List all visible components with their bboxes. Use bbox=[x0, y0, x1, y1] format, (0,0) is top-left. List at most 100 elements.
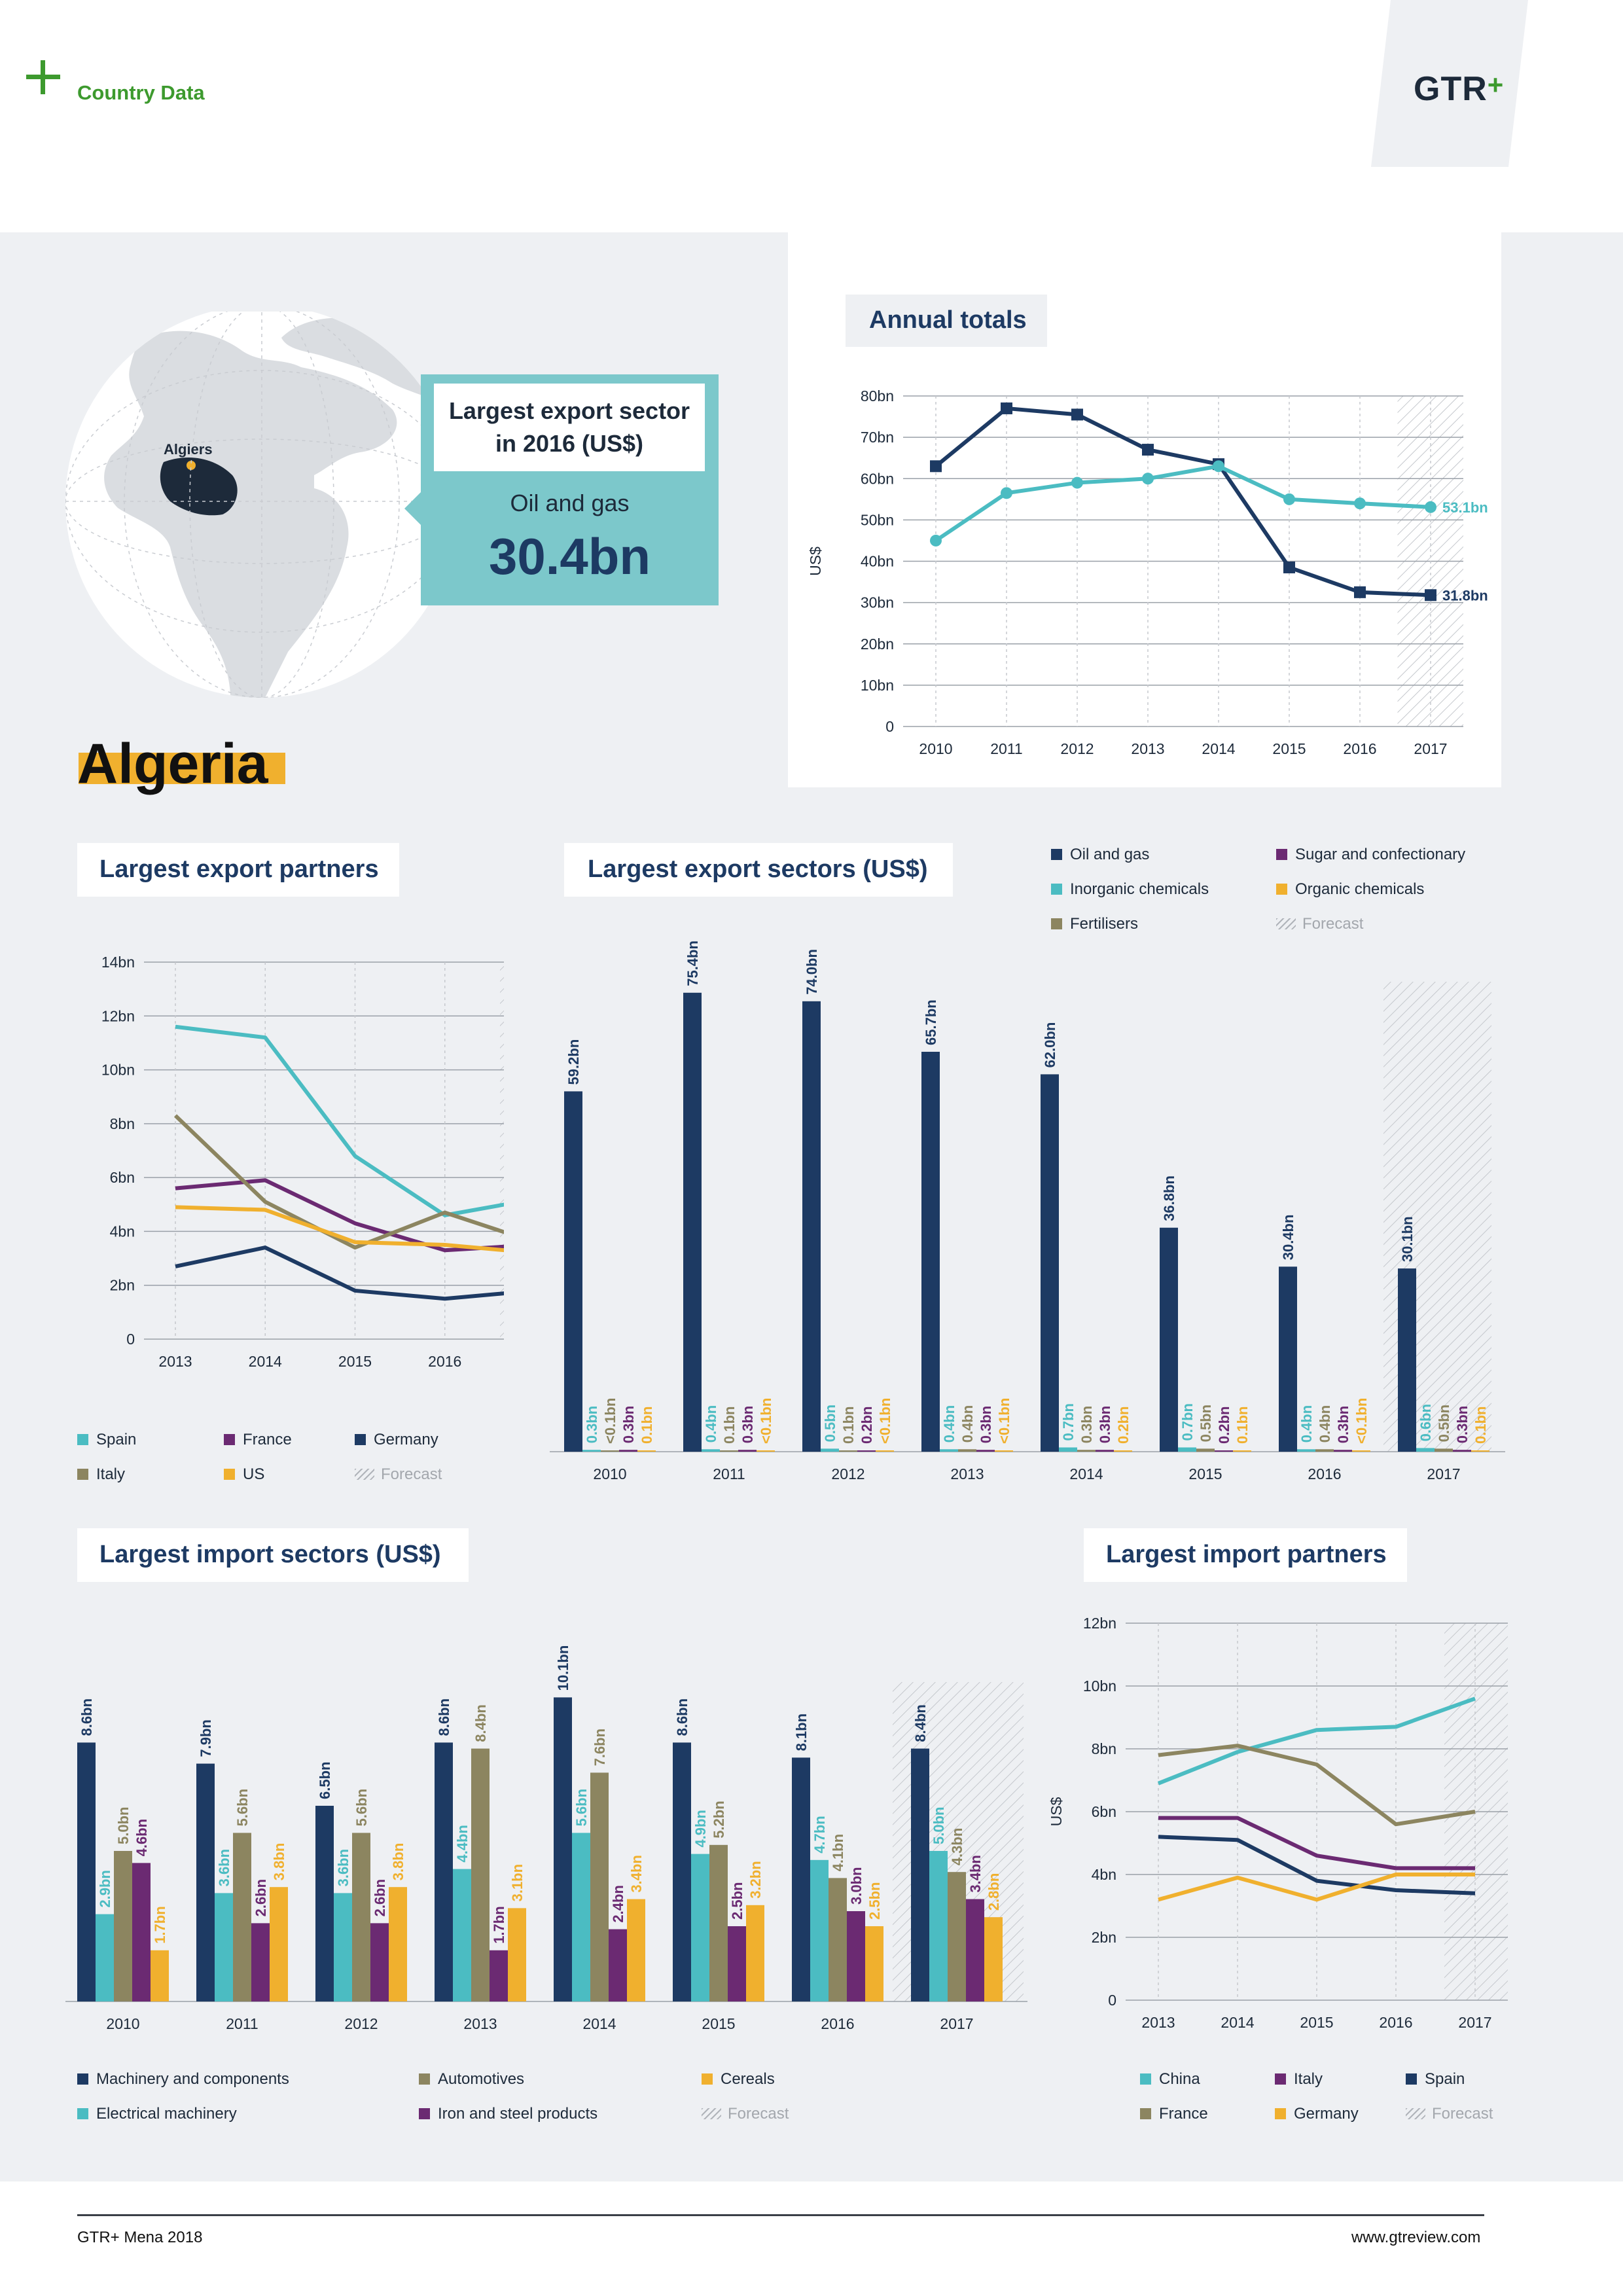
bar bbox=[1453, 1450, 1471, 1452]
footer-website-link[interactable]: www.gtreview.com bbox=[1351, 2229, 1481, 2246]
legend-label: Spain bbox=[1425, 2070, 1465, 2088]
legend-label: China bbox=[1159, 2070, 1200, 2088]
bar-value-label: 0.1bn bbox=[1234, 1407, 1251, 1444]
legend-item-france: France bbox=[1140, 2105, 1208, 2123]
x-tick-label: 2010 bbox=[919, 740, 952, 757]
bar bbox=[582, 1450, 601, 1452]
y-tick-label: 50bn bbox=[861, 511, 894, 528]
bar-value-label: 4.1bn bbox=[830, 1834, 846, 1871]
data-point bbox=[1425, 589, 1436, 601]
bar-value-label: 7.9bn bbox=[198, 1719, 214, 1757]
export-partners-title-box bbox=[77, 843, 399, 897]
bar-value-label: 4.9bn bbox=[692, 1810, 709, 1847]
legend-label: Germany bbox=[1294, 2105, 1359, 2123]
y-tick-label: 0 bbox=[126, 1331, 135, 1348]
bar-value-label: 0.3bn bbox=[978, 1406, 994, 1443]
bar bbox=[683, 992, 702, 1452]
data-point bbox=[1001, 402, 1012, 414]
bar-value-label: 3.4bn bbox=[628, 1855, 645, 1892]
bar bbox=[966, 1899, 984, 2001]
bar-value-label: <0.1bn bbox=[877, 1398, 893, 1444]
end-value-label: 53.1bn bbox=[1442, 499, 1488, 516]
x-tick-label: 2013 bbox=[158, 1353, 192, 1370]
bar bbox=[96, 1914, 114, 2001]
bar bbox=[691, 1854, 709, 2001]
bar bbox=[619, 1450, 637, 1452]
annual-totals-chart: 0 10bn 20bn 30bn 40bn 50bn 60bn 70bn 80bn 2010 201… bbox=[807, 387, 1488, 757]
x-tick-label: 2013 bbox=[463, 2015, 497, 2032]
bar-value-label: 0.2bn bbox=[859, 1407, 875, 1444]
bar bbox=[453, 1869, 471, 2001]
data-point bbox=[1283, 493, 1295, 505]
annual-totals-title: Annual totals bbox=[869, 306, 1027, 334]
bar-value-label: 4.3bn bbox=[949, 1828, 965, 1865]
bar bbox=[637, 1450, 656, 1452]
y-tick-label: 0 bbox=[885, 718, 894, 735]
legend-label: Sugar and confectionary bbox=[1295, 846, 1466, 863]
legend-swatch bbox=[1140, 2108, 1151, 2119]
bar-value-label: 0.7bn bbox=[1179, 1403, 1196, 1441]
logo-tab bbox=[1371, 0, 1528, 167]
bar bbox=[829, 1878, 847, 2001]
bar bbox=[709, 1844, 728, 2001]
world-map: Algiers bbox=[65, 312, 458, 698]
x-tick-label: 2011 bbox=[990, 740, 1022, 757]
legend-item-spain: Spain bbox=[77, 1431, 136, 1449]
legend-label: Inorganic chemicals bbox=[1070, 880, 1209, 898]
bar bbox=[984, 1917, 1003, 2001]
x-tick-label: 2017 bbox=[940, 2015, 973, 2032]
bar bbox=[1416, 1448, 1435, 1452]
footer-publication: GTR+ Mena 2018 bbox=[77, 2229, 203, 2246]
legend-item-electrical: Electrical machinery bbox=[77, 2105, 237, 2123]
bar bbox=[590, 1772, 609, 2001]
bar-value-label: 59.2bn bbox=[565, 1039, 582, 1085]
bar-value-label: <0.1bn bbox=[602, 1398, 618, 1444]
x-tick-label: 2011 bbox=[226, 2015, 258, 2032]
bar-value-label: 8.6bn bbox=[79, 1698, 95, 1736]
bar-value-label: 36.8bn bbox=[1161, 1175, 1177, 1221]
bar-value-label: 0.3bn bbox=[1097, 1406, 1113, 1443]
x-tick-label: 2016 bbox=[1379, 2014, 1412, 2031]
legend-swatch bbox=[1051, 918, 1062, 929]
bar bbox=[720, 1450, 738, 1452]
forecast-hatch-swatch bbox=[702, 2108, 721, 2119]
bar bbox=[929, 1851, 948, 2001]
bar-value-label: 0.1bn bbox=[721, 1407, 738, 1444]
legend-label: US bbox=[243, 1465, 265, 1483]
bar-value-label: 62.0bn bbox=[1042, 1022, 1058, 1068]
y-tick-label: 12bn bbox=[101, 1007, 135, 1024]
legend-item-france: France bbox=[224, 1431, 292, 1449]
legend-swatch bbox=[77, 1434, 88, 1445]
series-line bbox=[1158, 1835, 1476, 1895]
bar-value-label: 2.8bn bbox=[986, 1873, 1002, 1910]
y-tick-label: 10bn bbox=[101, 1062, 135, 1079]
legend-item-organic: Organic chemicals bbox=[1276, 880, 1424, 899]
legend-item-germany: Germany bbox=[1275, 2105, 1359, 2123]
bar-value-label: 0.5bn bbox=[1198, 1405, 1214, 1442]
bar-value-label: 3.1bn bbox=[509, 1864, 526, 1901]
legend-item-spain: Spain bbox=[1406, 2070, 1465, 2089]
series-line bbox=[173, 1114, 504, 1250]
legend-label: Forecast bbox=[381, 1465, 442, 1483]
bar-value-label: 7.6bn bbox=[592, 1729, 608, 1766]
x-tick-label: 2012 bbox=[1060, 740, 1094, 757]
legend-swatch bbox=[1275, 2108, 1286, 2119]
annual-totals-title-box bbox=[846, 295, 1047, 347]
bar bbox=[77, 1742, 96, 2001]
bar-value-label: 8.4bn bbox=[473, 1704, 489, 1742]
x-tick-label: 2015 bbox=[338, 1353, 372, 1370]
bar bbox=[370, 1923, 389, 2001]
bar-value-label: 0.4bn bbox=[941, 1405, 957, 1443]
series-line bbox=[1158, 1873, 1475, 1902]
bar bbox=[1352, 1450, 1370, 1452]
legend-swatch bbox=[1276, 849, 1287, 860]
bar-value-label: 5.2bn bbox=[711, 1801, 727, 1838]
y-axis-label: US$ bbox=[807, 547, 824, 576]
bar bbox=[490, 1950, 508, 2001]
bar bbox=[471, 1748, 490, 2001]
bar bbox=[1160, 1227, 1178, 1452]
bar-value-label: <0.1bn bbox=[996, 1398, 1012, 1444]
data-point bbox=[1425, 501, 1436, 513]
legend-swatch bbox=[1051, 884, 1062, 895]
bar-value-label: 2.6bn bbox=[372, 1879, 388, 1916]
